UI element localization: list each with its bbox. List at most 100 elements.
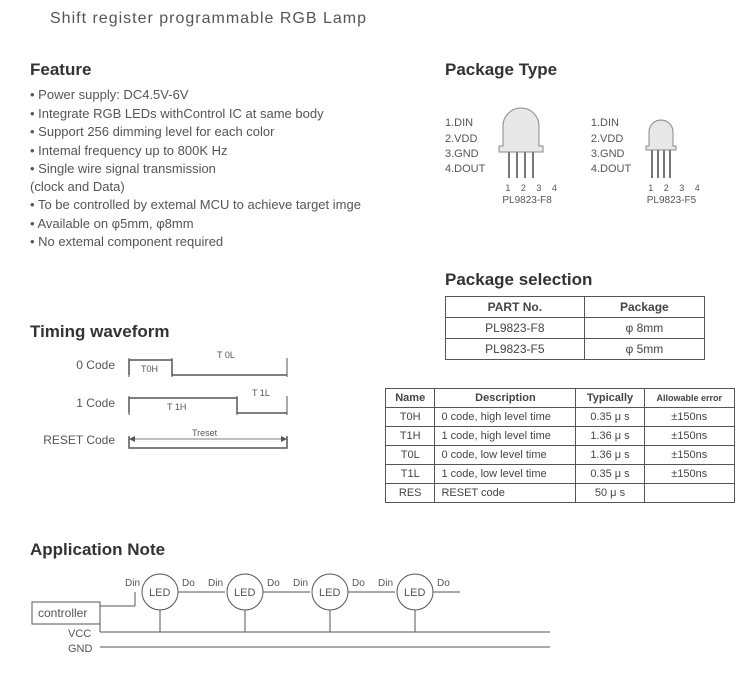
- timing-waveform-heading: Timing waveform: [30, 322, 370, 342]
- cell: φ 8mm: [584, 318, 704, 339]
- pin-label: 1.DIN: [445, 116, 485, 131]
- cell: φ 5mm: [584, 339, 704, 360]
- feature-item: Single wire signal transmission (clock a…: [30, 160, 400, 195]
- led-f8-icon: [493, 88, 549, 183]
- svg-text:Din: Din: [208, 578, 223, 589]
- package-type-section: Package Type 1.DIN 2.VDD 3.GND 4.DOUT 1 …: [445, 60, 735, 206]
- svg-text:Din: Din: [293, 578, 308, 589]
- cell: 0 code, high level time: [435, 408, 576, 427]
- page-title: Shift register programmable RGB Lamp: [50, 10, 367, 28]
- cell: RESET code: [435, 484, 576, 503]
- waveform-1-code: 1 Code T 1H T 1L: [30, 388, 370, 418]
- cell: 1 code, low level time: [435, 465, 576, 484]
- table-row: PART No. Package: [446, 297, 705, 318]
- led-node: LED Do: [397, 574, 460, 632]
- cell: 1 code, high level time: [435, 427, 576, 446]
- table-row: T0L0 code, low level time1.36 μ s±150ns: [386, 446, 735, 465]
- feature-item: Power supply: DC4.5V-6V: [30, 86, 400, 104]
- feature-item: Support 256 dimming level for each color: [30, 123, 400, 141]
- waveform-icon: T 1H T 1L: [127, 388, 297, 418]
- application-note-section: Application Note controller VCC GND Din …: [30, 540, 730, 665]
- svg-text:Do: Do: [267, 578, 280, 589]
- svg-text:Din: Din: [125, 578, 140, 589]
- package-selection-table: PART No. Package PL9823-F8 φ 8mm PL9823-…: [445, 296, 705, 360]
- table-row: T0H0 code, high level time0.35 μ s±150ns: [386, 408, 735, 427]
- waveform-icon: Treset: [127, 426, 297, 454]
- svg-text:Do: Do: [182, 578, 195, 589]
- timing-table: Name Description Typically Allowable err…: [385, 388, 735, 503]
- svg-text:VCC: VCC: [68, 628, 91, 640]
- timing-waveform-section: Timing waveform 0 Code T0H T 0L 1 Code T…: [30, 322, 370, 462]
- feature-list: Power supply: DC4.5V-6V Integrate RGB LE…: [30, 86, 400, 251]
- pin-label: 2.VDD: [445, 132, 485, 147]
- svg-text:Din: Din: [378, 578, 393, 589]
- package-label-f5: PL9823-F5: [639, 195, 704, 206]
- package-selection-heading: Package selection: [445, 270, 705, 290]
- timing-table-section: Name Description Typically Allowable err…: [385, 388, 735, 503]
- svg-text:T 0L: T 0L: [217, 350, 235, 360]
- feature-item: Available on φ5mm, φ8mm: [30, 215, 400, 233]
- led-f5-icon: [639, 88, 683, 183]
- pin-label: 4.DOUT: [445, 162, 485, 177]
- pin-label: 3.GND: [591, 147, 631, 162]
- cell: 50 μ s: [576, 484, 644, 503]
- package-f8: 1.DIN 2.VDD 3.GND 4.DOUT 1 2 3 4 PL9823-…: [445, 88, 561, 206]
- cell: T0H: [386, 408, 435, 427]
- cell: T1L: [386, 465, 435, 484]
- svg-text:T0H: T0H: [141, 364, 158, 374]
- cell: T0L: [386, 446, 435, 465]
- cell: 0.35 μ s: [576, 408, 644, 427]
- cell: T1H: [386, 427, 435, 446]
- svg-text:LED: LED: [404, 587, 425, 599]
- table-row: PL9823-F5 φ 5mm: [446, 339, 705, 360]
- svg-text:Do: Do: [437, 578, 450, 589]
- pin-list: 1.DIN 2.VDD 3.GND 4.DOUT: [591, 116, 631, 178]
- application-note-heading: Application Note: [30, 540, 730, 560]
- feature-item: No extemal component required: [30, 233, 400, 251]
- waveform-0-code: 0 Code T0H T 0L: [30, 350, 370, 380]
- table-row: PL9823-F8 φ 8mm: [446, 318, 705, 339]
- led-node: LED Do Din: [227, 574, 310, 632]
- col-header: Package: [584, 297, 704, 318]
- table-row: Name Description Typically Allowable err…: [386, 389, 735, 408]
- led-node: LED Do Din: [312, 574, 395, 632]
- table-row: T1H1 code, high level time1.36 μ s±150ns: [386, 427, 735, 446]
- package-f5: 1.DIN 2.VDD 3.GND 4.DOUT 1 2 3 4 PL9823-…: [591, 88, 704, 206]
- table-row: RESRESET code50 μ s: [386, 484, 735, 503]
- wave-label: 0 Code: [30, 358, 115, 372]
- cell: ±150ns: [644, 446, 734, 465]
- cell: 0 code, low level time: [435, 446, 576, 465]
- waveform-icon: T0H T 0L: [127, 350, 297, 380]
- pin-numbers: 1 2 3 4: [648, 183, 704, 193]
- cell: 1.36 μ s: [576, 446, 644, 465]
- feature-heading: Feature: [30, 60, 400, 80]
- cell: ±150ns: [644, 465, 734, 484]
- cell: 1.36 μ s: [576, 427, 644, 446]
- pin-label: 3.GND: [445, 147, 485, 162]
- col-header: Typically: [576, 389, 644, 408]
- pin-numbers: 1 2 3 4: [505, 183, 561, 193]
- col-header: PART No.: [446, 297, 585, 318]
- feature-item: To be controlled by extemal MCU to achie…: [30, 196, 400, 214]
- col-header: Allowable error: [644, 389, 734, 408]
- svg-text:LED: LED: [234, 587, 255, 599]
- pin-label: 1.DIN: [591, 116, 631, 131]
- feature-item: Integrate RGB LEDs withControl IC at sam…: [30, 105, 400, 123]
- pin-list: 1.DIN 2.VDD 3.GND 4.DOUT: [445, 116, 485, 178]
- cell: PL9823-F5: [446, 339, 585, 360]
- led-node: LED Do Din: [142, 574, 225, 632]
- svg-text:LED: LED: [319, 587, 340, 599]
- cell: PL9823-F8: [446, 318, 585, 339]
- col-header: Description: [435, 389, 576, 408]
- package-label-f8: PL9823-F8: [493, 195, 561, 206]
- package-type-heading: Package Type: [445, 60, 735, 80]
- svg-text:GND: GND: [68, 643, 93, 655]
- svg-text:T 1L: T 1L: [252, 388, 270, 398]
- svg-text:T 1H: T 1H: [167, 402, 186, 412]
- cell: ±150ns: [644, 408, 734, 427]
- application-diagram-icon: controller VCC GND Din LED Do Din LED Do…: [30, 572, 570, 662]
- package-selection-section: Package selection PART No. Package PL982…: [445, 270, 705, 360]
- svg-text:controller: controller: [38, 606, 87, 620]
- waveform-reset: RESET Code Treset: [30, 426, 370, 454]
- feature-section: Feature Power supply: DC4.5V-6V Integrat…: [30, 60, 400, 252]
